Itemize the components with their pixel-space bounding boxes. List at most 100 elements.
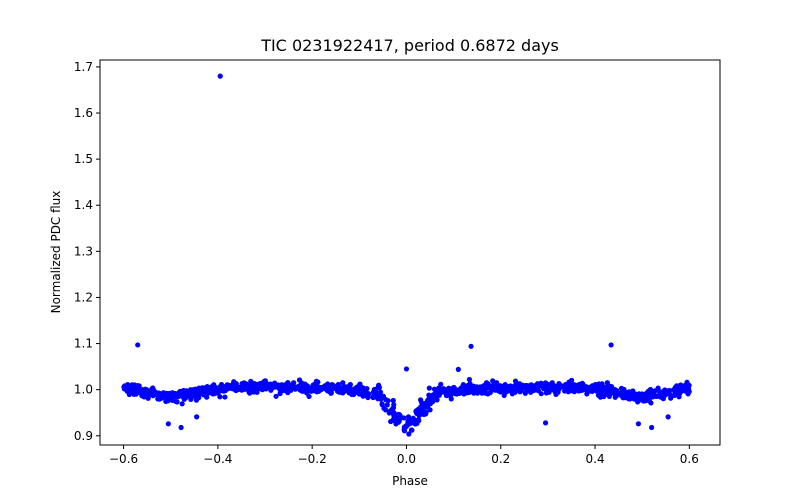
data-point xyxy=(192,391,199,397)
outlier-point xyxy=(608,342,614,348)
data-point xyxy=(141,394,147,400)
data-point xyxy=(490,386,496,392)
data-point xyxy=(583,384,589,390)
data-point xyxy=(255,381,261,387)
data-point xyxy=(384,402,390,408)
data-point xyxy=(467,383,473,389)
data-point xyxy=(501,386,507,392)
data-point xyxy=(530,388,536,394)
outlier-point xyxy=(448,396,454,402)
data-point xyxy=(403,423,410,429)
data-point xyxy=(579,380,585,386)
data-point xyxy=(351,391,357,398)
data-point xyxy=(396,418,402,425)
data-point xyxy=(405,414,412,420)
data-point xyxy=(364,386,370,392)
data-point xyxy=(422,401,428,407)
data-point xyxy=(595,392,602,398)
data-point xyxy=(147,389,153,396)
data-point xyxy=(381,405,387,411)
data-point xyxy=(562,387,568,393)
data-point xyxy=(356,383,362,389)
data-point xyxy=(134,382,140,389)
outlier-point xyxy=(542,420,549,426)
data-point xyxy=(423,409,429,415)
data-point xyxy=(579,387,586,393)
data-point xyxy=(624,394,630,400)
y-tick-label: 1.7 xyxy=(74,60,93,74)
y-tick-label: 1.6 xyxy=(74,106,93,120)
data-point xyxy=(512,378,519,384)
data-point xyxy=(436,385,442,391)
data-point xyxy=(376,384,382,391)
x-tick-label: −0.6 xyxy=(109,452,138,466)
data-point xyxy=(268,382,275,388)
data-point xyxy=(268,387,274,393)
data-point xyxy=(512,389,518,395)
x-axis-ticks: −0.6 −0.4 −0.2 0.0 0.2 0.4 0.6 xyxy=(109,445,699,466)
outlier-point xyxy=(135,342,141,348)
y-axis-ticks: 0.9 1.0 1.1 1.2 1.3 1.4 1.5 1.6 1.7 xyxy=(74,60,100,443)
y-tick-label: 1.0 xyxy=(74,383,93,397)
data-point xyxy=(648,400,654,406)
data-point xyxy=(638,397,644,403)
data-point xyxy=(449,387,455,393)
data-point xyxy=(340,380,346,386)
outlier-point xyxy=(649,424,655,431)
data-point xyxy=(199,385,206,391)
data-point xyxy=(160,390,167,396)
x-tick-label: 0.6 xyxy=(680,452,699,466)
data-point xyxy=(296,377,303,383)
data-point xyxy=(433,390,439,397)
data-point xyxy=(169,397,175,403)
data-point xyxy=(651,391,657,397)
outlier-point xyxy=(665,414,671,420)
data-point xyxy=(585,389,591,395)
data-point xyxy=(217,384,223,390)
data-point xyxy=(629,395,635,401)
data-point xyxy=(241,380,247,386)
data-point xyxy=(490,378,496,384)
data-point xyxy=(174,399,180,405)
data-point xyxy=(234,383,240,389)
data-point xyxy=(518,383,524,389)
data-point xyxy=(301,386,308,392)
y-tick-label: 1.2 xyxy=(74,290,93,304)
data-point xyxy=(431,386,438,392)
data-point xyxy=(390,397,396,404)
data-point xyxy=(645,396,652,402)
data-point xyxy=(264,382,270,388)
data-point xyxy=(164,393,171,399)
data-point xyxy=(377,392,383,398)
data-point xyxy=(224,383,231,389)
data-point xyxy=(453,387,459,393)
data-point xyxy=(543,390,550,396)
data-point xyxy=(684,379,690,385)
data-point xyxy=(605,382,611,388)
data-point xyxy=(471,386,477,393)
y-tick-label: 1.1 xyxy=(74,337,93,351)
data-point xyxy=(418,410,424,416)
data-point xyxy=(667,391,673,398)
data-point xyxy=(250,386,256,393)
outlier-point xyxy=(468,343,474,349)
data-point xyxy=(335,381,341,388)
data-point xyxy=(614,388,620,394)
data-point xyxy=(484,382,490,388)
x-tick-label: −0.4 xyxy=(203,452,232,466)
data-point xyxy=(639,391,645,397)
data-point xyxy=(538,391,544,397)
data-point xyxy=(426,392,432,398)
data-point xyxy=(328,390,334,396)
data-point xyxy=(184,391,190,398)
data-point xyxy=(600,384,607,390)
data-point xyxy=(292,386,298,392)
data-point xyxy=(574,386,580,392)
y-tick-label: 1.4 xyxy=(74,198,93,212)
data-point xyxy=(389,406,396,412)
data-point xyxy=(179,401,185,407)
data-point xyxy=(461,385,467,392)
outlier-point xyxy=(455,366,461,372)
